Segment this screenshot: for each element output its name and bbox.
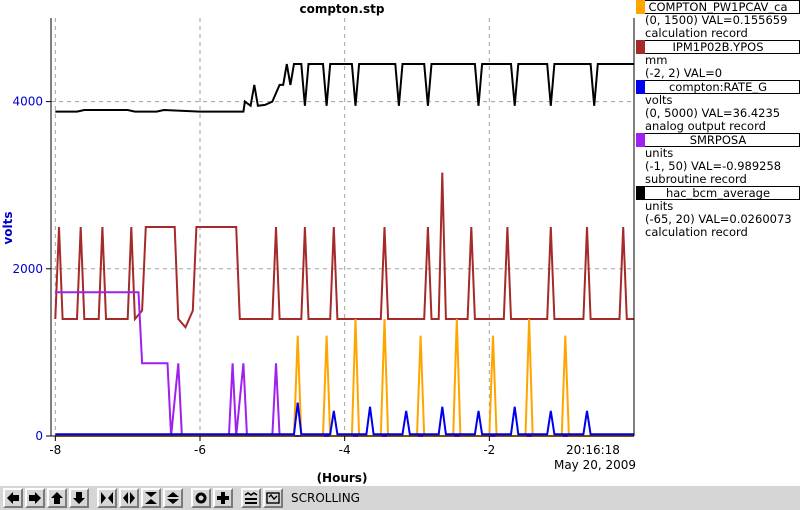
legend-record: calculation record (645, 225, 748, 239)
legend-units: mm (645, 53, 668, 67)
legend-entry-smrposa[interactable]: SMRPOSA units (-1, 50) VAL=-0.989258 sub… (636, 133, 800, 186)
arrow-up-icon (51, 492, 63, 504)
legend-name: SMRPOSA (689, 133, 747, 147)
legend-name-box[interactable]: IPM1P02B.YPOS (636, 40, 800, 54)
y-tick-label: 2000 (12, 262, 43, 276)
timestamp-date: May 20, 2009 (554, 458, 636, 472)
legend-entry-hac-bcm[interactable]: hac_bcm_average units (-65, 20) VAL=0.02… (636, 186, 800, 239)
print-icon (266, 492, 280, 504)
series-line-hac-bcm-average (55, 63, 634, 113)
legend-units: units (645, 146, 674, 160)
arrow-down-icon (73, 492, 85, 504)
zoom-in-y-icon (145, 492, 157, 504)
legend-units: volts (645, 93, 673, 107)
reset-button[interactable] (191, 488, 211, 508)
pan-right-button[interactable] (25, 488, 45, 508)
series-lines (54, 63, 634, 437)
legend-entry-pw1pcav[interactable]: COMPTON_PW1PCAV_ca (0, 1500) VAL=0.15565… (636, 0, 800, 40)
series-line-smrposa (55, 291, 634, 437)
grid (51, 18, 634, 436)
legend-name-box[interactable]: COMPTON_PW1PCAV_ca (636, 0, 800, 14)
legend-swatch (636, 80, 645, 94)
legend-name: hac_bcm_average (665, 186, 771, 200)
legend-record: subroutine record (645, 172, 747, 186)
legend-range: (-65, 20) VAL=0.0260073 (645, 212, 792, 226)
legend-range: (-1, 50) VAL=-0.989258 (645, 159, 782, 173)
chart-title: compton.stp (299, 2, 384, 16)
series-line-ipm1p02b-ypos (54, 172, 634, 330)
zoom-in-x-button[interactable] (97, 488, 117, 508)
zoom-out-y-button[interactable] (163, 488, 183, 508)
legend-swatch (636, 0, 645, 14)
zoom-in-y-button[interactable] (141, 488, 161, 508)
x-tick-label: -4 (339, 443, 351, 457)
pan-down-button[interactable] (69, 488, 89, 508)
print-button[interactable] (263, 488, 283, 508)
legend-name: IPM1P02B.YPOS (672, 40, 764, 54)
legend-record: calculation record (645, 26, 748, 40)
legend-swatch (636, 40, 645, 54)
timestamp-time: 20:16:18 (566, 443, 620, 457)
legend-entry-ipm1p02b[interactable]: IPM1P02B.YPOS mm (-2, 2) VAL=0 (636, 40, 800, 80)
x-tick-label: -6 (194, 443, 206, 457)
y-tick-label: 0 (35, 429, 43, 443)
legend-name-box[interactable]: hac_bcm_average (636, 186, 800, 200)
add-icon (217, 492, 229, 504)
config-button[interactable] (241, 488, 261, 508)
legend-range: (0, 5000) VAL=36.4235 (645, 106, 781, 120)
legend-units: units (645, 199, 674, 213)
legend-name: compton:RATE_G (668, 80, 768, 94)
series-line-compton-pw1pcav-ca (55, 318, 634, 437)
pan-left-button[interactable] (3, 488, 23, 508)
zoom-out-x-icon (123, 492, 135, 504)
legend-range: (-2, 2) VAL=0 (645, 66, 723, 80)
config-icon (244, 492, 258, 504)
legend: COMPTON_PW1PCAV_ca (0, 1500) VAL=0.15565… (636, 0, 800, 239)
zoom-out-x-button[interactable] (119, 488, 139, 508)
legend-name: COMPTON_PW1PCAV_ca (648, 0, 788, 14)
legend-swatch (636, 186, 645, 200)
zoom-in-x-icon (101, 492, 113, 504)
series-line-compton-rate-g (55, 402, 634, 436)
tick-labels: -8 -6 -4 -2 0 2000 4000 (12, 95, 495, 457)
strip-chart: compton.stp volts -8 -6 -4 -2 0 2000 4000 (Hou… (1, 2, 636, 485)
x-tick-label: -8 (49, 443, 61, 457)
arrow-left-icon (7, 492, 19, 504)
legend-record: analog output record (645, 119, 766, 133)
legend-entry-rate-g[interactable]: compton:RATE_G volts (0, 5000) VAL=36.42… (636, 80, 800, 133)
legend-name-box[interactable]: compton:RATE_G (636, 80, 800, 94)
axes-frame (46, 18, 635, 441)
pan-up-button[interactable] (47, 488, 67, 508)
legend-name-box[interactable]: SMRPOSA (636, 133, 800, 147)
toolbar: SCROLLING (0, 485, 800, 510)
legend-swatch (636, 133, 645, 147)
zoom-out-y-icon (167, 492, 179, 504)
status-text: SCROLLING (291, 491, 360, 505)
legend-range: (0, 1500) VAL=0.155659 (645, 13, 788, 27)
reset-icon (195, 492, 207, 504)
x-axis-label: (Hours) (317, 471, 368, 485)
arrow-right-icon (29, 492, 41, 504)
y-axis-label: volts (1, 211, 15, 244)
y-tick-label: 4000 (12, 95, 43, 109)
x-tick-label: -2 (483, 443, 495, 457)
add-button[interactable] (213, 488, 233, 508)
